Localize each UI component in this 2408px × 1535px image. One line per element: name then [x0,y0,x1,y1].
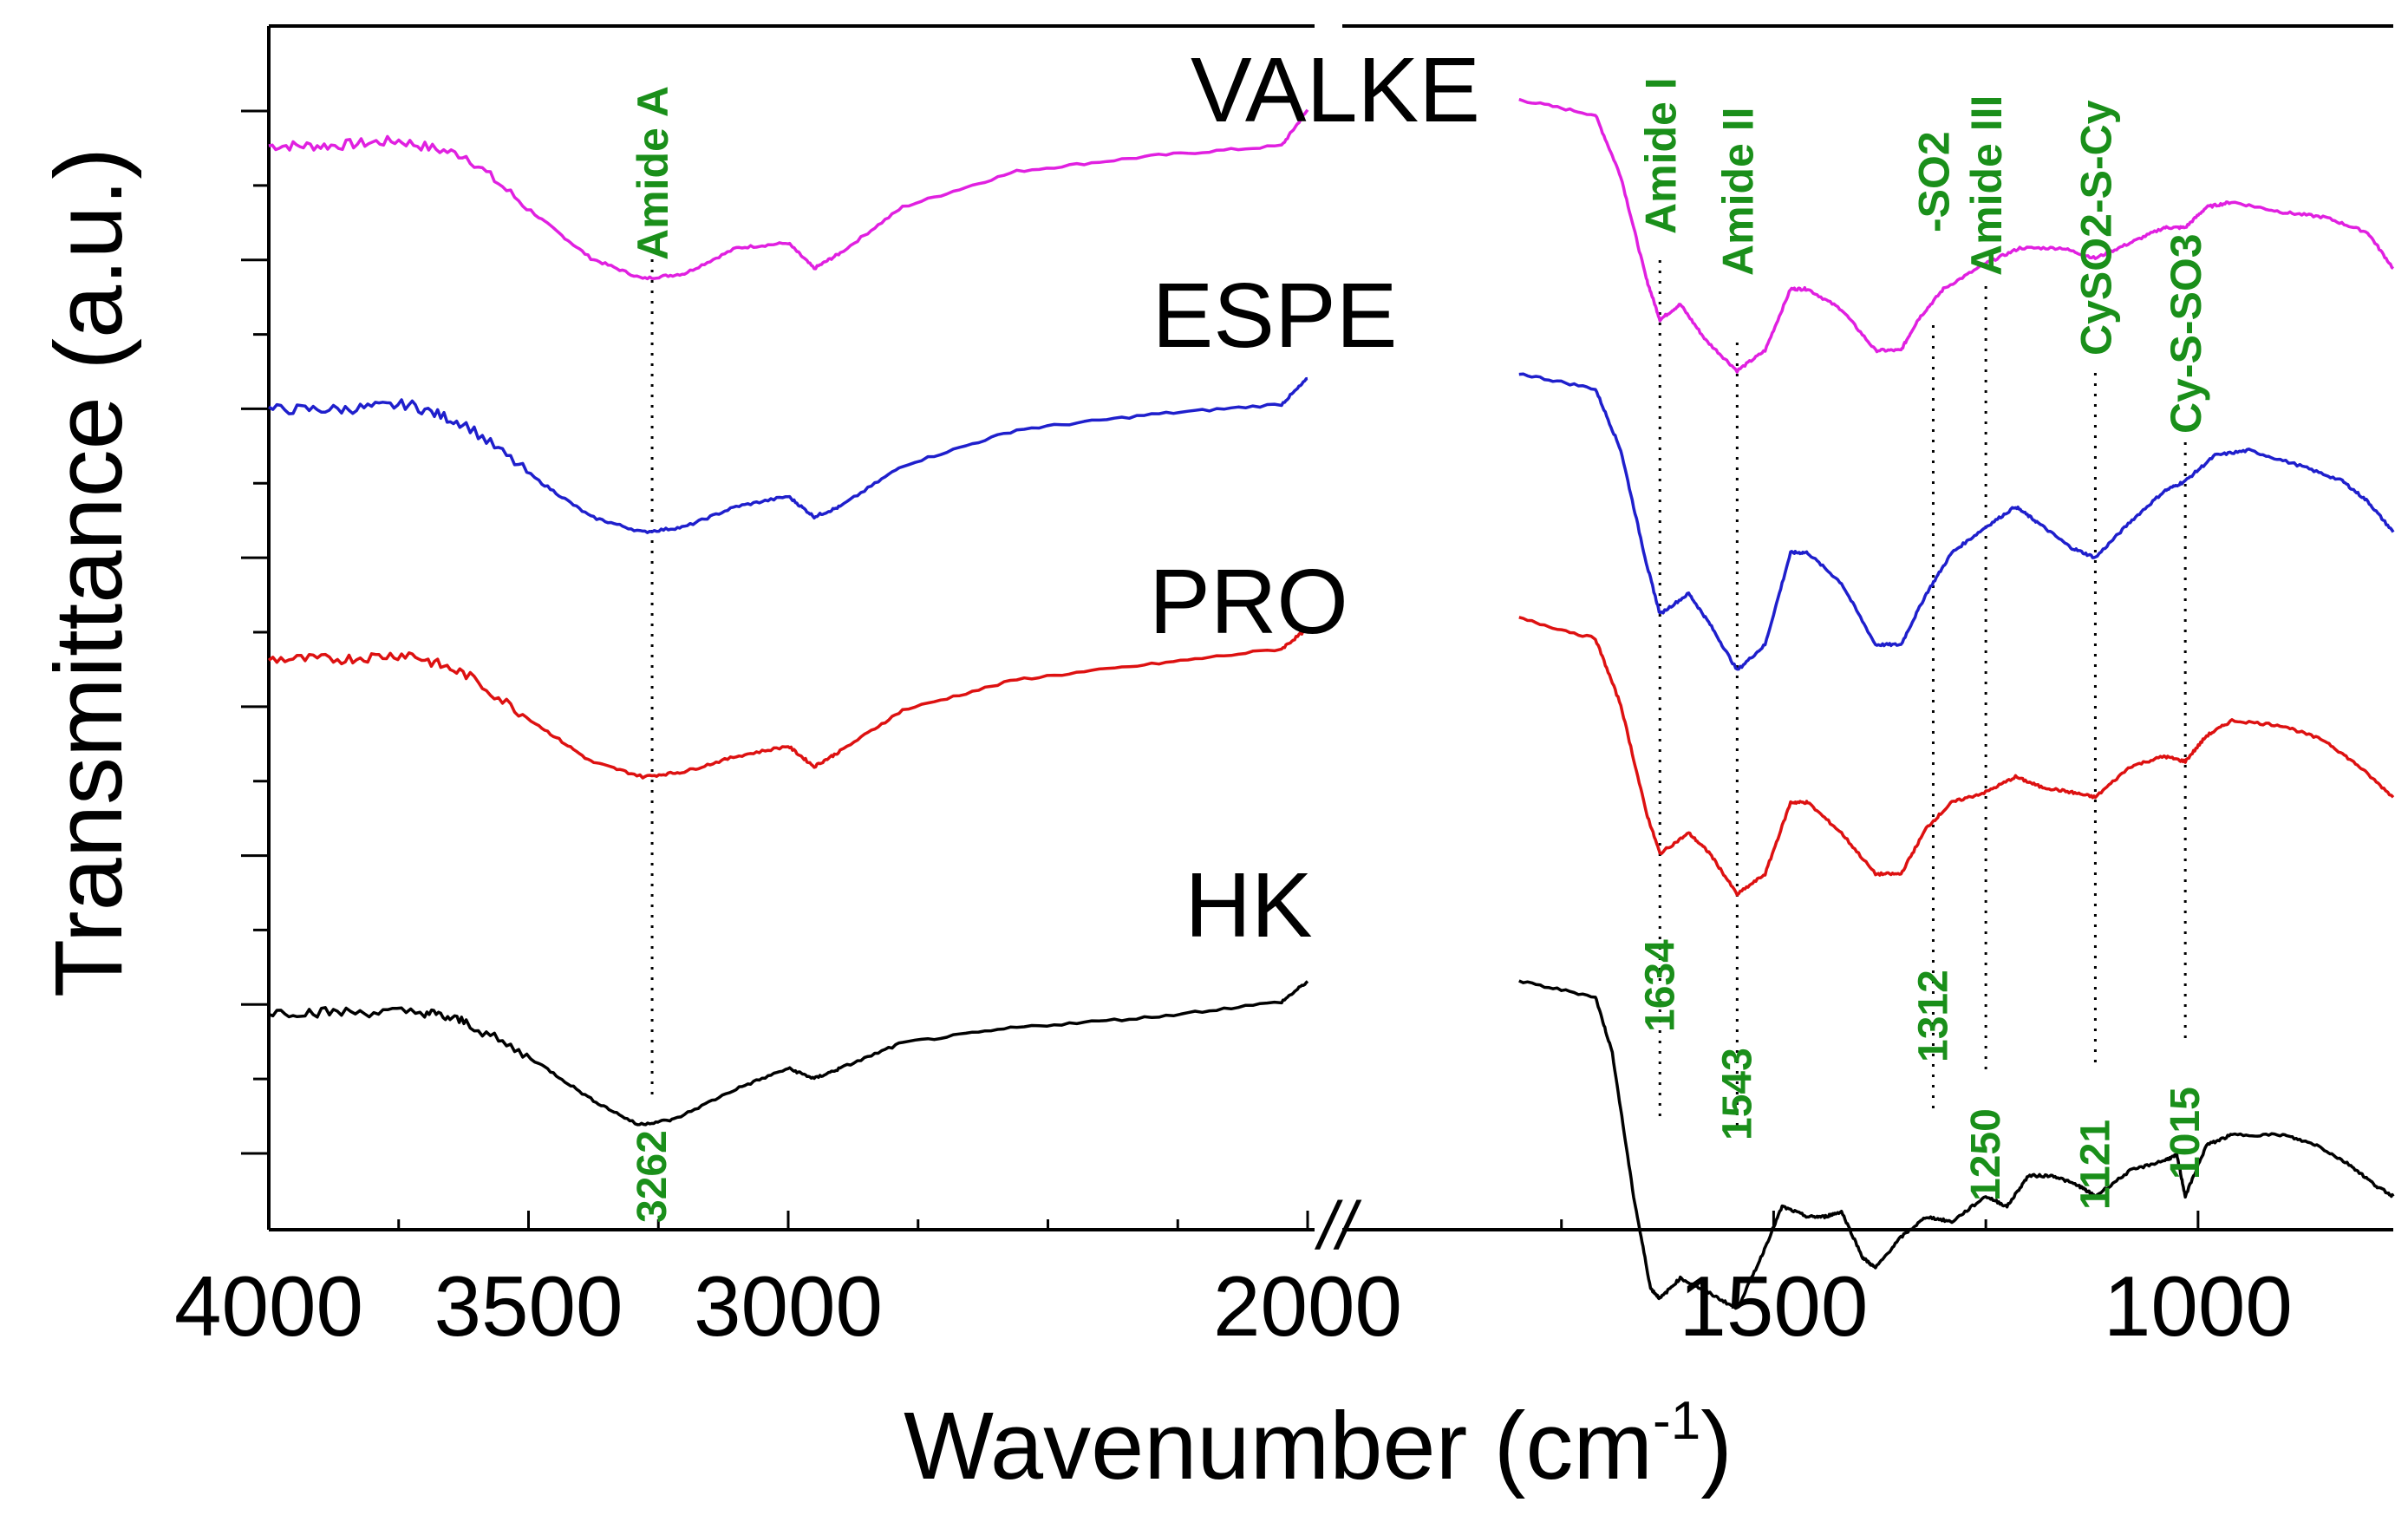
series-espe-line-high [268,376,1308,534]
x-axis-title: Wavenumber (cm-1) [904,1391,1733,1499]
annotation-name-label: CySO2-S-Cy [2072,100,2120,356]
x-tick-label: 1000 [2104,1258,2293,1354]
annotation-name-label: Amide II [1713,108,1762,276]
x-axis-title-superscript: -1 [1653,1391,1700,1451]
x-axis-title-main: Wavenumber (cm [904,1393,1653,1499]
series-pro-line-high [267,627,1308,780]
series-label-pro: PRO [1149,551,1348,653]
series-pro-line-low [1518,616,2395,897]
series-hk-line-high [268,980,1309,1127]
series-label-espe: ESPE [1152,265,1398,367]
series-layer [267,97,2395,1310]
x-axis-title-end: ) [1700,1393,1733,1499]
series-label-hk: HK [1184,854,1312,957]
series-espe-line-low [1518,372,2395,671]
annotation-name-label: -SO2 [1909,131,1958,232]
annotation-value-label: 3262 [630,1130,675,1223]
axis-break-mark: // [1314,1187,1362,1264]
annotation-value-label: 1250 [1963,1108,2009,1201]
x-tick-label: 4000 [174,1258,363,1354]
x-tick-label: 3000 [694,1258,883,1354]
axes-layer: 4000 3500 3000 2000 1500 1000 [174,24,2393,1354]
annotation-value-label: 1543 [1714,1048,1760,1140]
x-tick-label: 3500 [434,1258,623,1354]
annotation-value-label: 1121 [2072,1120,2118,1210]
x-tick-label: 2000 [1213,1258,1402,1354]
x-tick-label: 1500 [1679,1258,1868,1354]
labels-layer: VALKE ESPE PRO HK Amide A 3262 Amide I 1634 Amid… [629,39,2210,1223]
series-hk-line-low [1518,979,2395,1310]
guide-lines-layer [650,238,2187,1127]
y-axis-title: Transmittance (a.u.) [36,147,142,997]
annotation-value-label: 1015 [2163,1087,2209,1179]
annotation-name-label: Amide A [629,86,677,260]
series-valke-line-low [1518,97,2395,374]
annotation-name-label: Cy-S-SO3 [2162,233,2210,434]
annotation-value-label: 1634 [1637,939,1683,1032]
annotation-name-label: Amide III [1962,95,2011,276]
annotation-value-label: 1312 [1910,970,1956,1062]
annotation-name-label: Amide I [1636,77,1685,234]
series-valke-line-high [268,108,1309,281]
series-label-valke: VALKE [1191,39,1480,141]
